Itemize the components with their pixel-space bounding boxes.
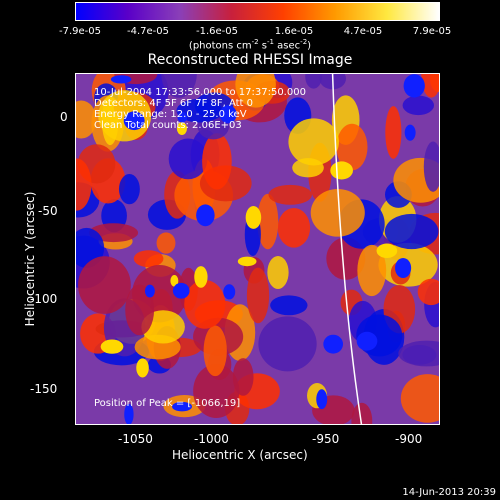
y-tick-label: -50 xyxy=(38,204,58,218)
image-blob xyxy=(336,123,368,171)
image-blob xyxy=(357,244,387,297)
image-blob xyxy=(258,316,317,372)
x-tick-label: -1000 xyxy=(194,432,229,446)
image-blob-core xyxy=(170,275,179,287)
image-blob xyxy=(76,158,92,211)
info-peak-position: Position of Peak = [-1066,19] xyxy=(94,398,241,409)
info-clean-counts: Clean Total counts: 2.06E+03 xyxy=(94,120,242,131)
image-blob xyxy=(168,138,208,180)
image-blob-core xyxy=(376,243,398,259)
info-time-range: 10-Jul-2004 17:33:56.000 to 17:37:50.000 xyxy=(94,87,306,98)
image-blob xyxy=(125,284,155,336)
image-blob xyxy=(421,74,439,98)
image-blob xyxy=(277,208,311,248)
colorbar-unit-label: (photons cm-2 s-1 asec-2) xyxy=(188,38,312,52)
solar-limb-line xyxy=(331,74,363,424)
image-blob-core xyxy=(245,206,262,229)
image-blob xyxy=(270,295,308,316)
image-title: Reconstructed RHESSI Image xyxy=(147,52,353,68)
y-tick-label: 0 xyxy=(60,110,68,124)
image-blob xyxy=(402,95,435,116)
image-blob-core xyxy=(323,334,344,354)
x-tick-label: -950 xyxy=(312,432,340,446)
image-blob-core xyxy=(177,111,188,123)
image-blob xyxy=(267,255,289,289)
x-axis-label: Heliocentric X (arcsec) xyxy=(172,448,308,462)
image-blob xyxy=(417,278,439,306)
image-blob-core xyxy=(403,74,425,98)
image-blob xyxy=(257,193,279,250)
colorbar-tick-label: -4.7e-05 xyxy=(127,26,169,37)
image-blob xyxy=(118,174,140,205)
colorbar-tick-label: 4.7e-05 xyxy=(343,26,383,37)
image-blob-core xyxy=(136,358,149,378)
x-tick-label: -1050 xyxy=(118,432,153,446)
image-blob xyxy=(268,184,312,205)
image-blob-core xyxy=(237,256,257,267)
colorbar-tick-label: -7.9e-05 xyxy=(59,26,101,37)
image-blob-core xyxy=(356,331,378,351)
image-blob-core xyxy=(124,403,134,424)
image-blob xyxy=(161,74,197,98)
image-blob xyxy=(400,374,439,423)
image-blob xyxy=(76,100,97,139)
y-tick-label: -150 xyxy=(30,382,58,396)
image-blob-core xyxy=(110,75,132,84)
image-blob xyxy=(351,402,373,424)
image-blob-core xyxy=(219,105,237,124)
image-blob-core xyxy=(123,111,145,131)
image-blob-core xyxy=(404,124,416,141)
image-blob xyxy=(133,250,164,268)
y-tick-label: -100 xyxy=(30,292,58,306)
image-blob-core xyxy=(100,339,124,354)
colorbar xyxy=(75,2,440,21)
image-blob xyxy=(203,325,227,377)
rhessi-image-plot xyxy=(75,73,440,425)
info-detectors: Detectors: 4F 5F 6F 7F 8F, Att 0 xyxy=(94,98,254,109)
image-blob-core xyxy=(196,204,215,227)
image-blob xyxy=(193,364,240,419)
image-blob-core xyxy=(144,284,155,298)
image-blob-core xyxy=(223,284,236,300)
image-blob xyxy=(235,74,276,108)
image-map xyxy=(76,74,439,424)
footer-timestamp: 14-Jun-2013 20:39 xyxy=(402,487,496,498)
colorbar-tick-label: -1.6e-05 xyxy=(196,26,238,37)
image-blob xyxy=(423,141,439,192)
image-blob xyxy=(78,256,131,314)
image-blob xyxy=(326,237,366,280)
colorbar-tick-label: 1.6e-05 xyxy=(274,26,314,37)
image-blob-core xyxy=(176,122,187,135)
image-blob xyxy=(156,232,176,254)
image-blob xyxy=(202,133,232,190)
image-blob-core xyxy=(316,389,328,410)
image-blob xyxy=(184,280,226,329)
image-blob xyxy=(398,340,439,367)
image-blob xyxy=(384,213,439,250)
colorbar-tick-label: 7.9e-05 xyxy=(412,26,452,37)
image-blob-core xyxy=(330,161,353,180)
y-axis-label: Heliocentric Y (arcsec) xyxy=(23,191,37,327)
image-blob xyxy=(305,74,322,89)
image-blob xyxy=(288,118,339,166)
image-blob-core xyxy=(172,401,192,412)
image-blob xyxy=(246,267,270,324)
image-blob-core xyxy=(172,282,190,299)
image-blob xyxy=(385,106,402,159)
x-tick-label: -900 xyxy=(395,432,423,446)
info-energy-range: Energy Range: 12.0 - 25.0 keV xyxy=(94,109,247,120)
image-blob-core xyxy=(395,257,412,279)
image-blob-core xyxy=(194,266,208,288)
image-blob xyxy=(176,98,223,123)
image-blob xyxy=(310,188,365,237)
